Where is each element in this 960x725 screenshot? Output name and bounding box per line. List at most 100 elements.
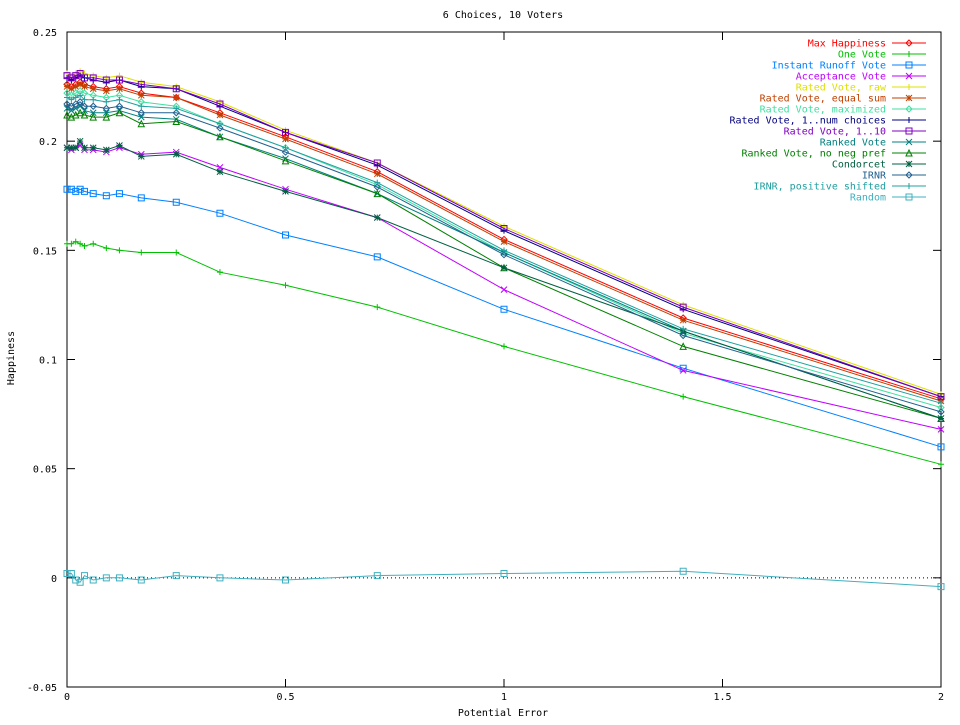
- one-vote-point: [680, 393, 687, 400]
- legend-item-rated-vote-equal-sum: Rated Vote, equal sum: [760, 94, 926, 105]
- rated-vote-equal-sum-point: [68, 85, 75, 93]
- ranked-vote-no-neg-pref-point: [80, 110, 89, 119]
- irnr-positive-shifted-point: [501, 247, 507, 254]
- legend-item-max-happiness: Max Happiness: [808, 39, 926, 50]
- irnr-point: [89, 102, 97, 110]
- series-random: [63, 567, 945, 591]
- one-vote-point: [68, 240, 75, 247]
- irnr-positive-shifted-point: [680, 325, 687, 332]
- instant-runoff-vote-point: [172, 198, 180, 206]
- legend-label: IRNR: [862, 171, 887, 182]
- series-rated-vote-1-10: [63, 69, 945, 401]
- legend-label: Ranked Vote: [820, 138, 886, 149]
- legend-rated-vote-1-10-point: [905, 127, 913, 135]
- irnr-positive-shifted-point: [72, 94, 79, 101]
- irnr-positive-shifted-point: [64, 94, 70, 101]
- random-point: [89, 576, 97, 584]
- rated-vote-equal-sum-point: [116, 85, 123, 93]
- instant-runoff-vote-point: [216, 209, 224, 217]
- legend-label: Acceptance Vote: [796, 72, 886, 83]
- y-tick-label: 0.25: [33, 28, 57, 39]
- condorcet-point: [72, 144, 80, 152]
- random-point: [67, 569, 75, 577]
- instant-runoff-vote-point: [373, 253, 381, 261]
- axes: 0 0.5 1 1.5 2 -0.05 0 0.05 0.1 0.15 0.2 0.25: [27, 28, 944, 703]
- random-point: [216, 574, 224, 582]
- random-point: [172, 572, 180, 580]
- legend-label: Rated Vote, maximized: [760, 105, 886, 116]
- y-tick-label: -0.05: [27, 683, 57, 694]
- condorcet-point: [373, 214, 381, 221]
- legend-ranked-vote-no-neg-pref-point: [905, 148, 913, 157]
- rated-vote-maximized-point: [80, 89, 89, 97]
- instant-runoff-vote-point: [80, 187, 88, 195]
- one-vote-point: [103, 245, 110, 252]
- irnr-point: [172, 109, 180, 117]
- rated-vote-equal-sum-point: [72, 83, 80, 90]
- irnr-point: [216, 124, 224, 132]
- ranked-vote-line: [66, 105, 942, 419]
- legend-item-ranked-vote-no-neg-pref: Ranked Vote, no neg pref: [742, 148, 926, 160]
- irnr-positive-shifted-point: [103, 98, 110, 105]
- condorcet-point: [63, 144, 71, 152]
- legend-label: Condorcet: [832, 160, 886, 171]
- random-point: [373, 572, 381, 580]
- one-vote-point: [216, 269, 223, 276]
- legend-rated-vote-maximized-point: [905, 105, 913, 113]
- one-vote-line: [67, 241, 942, 465]
- legend-random-point: [905, 193, 913, 201]
- irnr-point: [937, 408, 945, 416]
- rated-vote-1-10-point: [172, 85, 180, 93]
- irnr-positive-shifted-point: [173, 105, 180, 112]
- legend-item-irnr: IRNR: [862, 171, 926, 182]
- chart-title: 6 Choices, 10 Voters: [443, 10, 563, 21]
- rated-vote-1-10-point: [500, 225, 508, 232]
- y-tick-label: 0.15: [33, 246, 57, 257]
- ranked-vote-no-neg-pref-point: [373, 189, 382, 198]
- irnr-positive-shifted-point: [81, 96, 88, 103]
- rated-vote-equal-sum-point: [679, 316, 687, 324]
- legend-irnr-point: [905, 171, 913, 179]
- irnr-positive-shifted-point: [77, 92, 84, 99]
- legend-label: Rated Vote, equal sum: [760, 94, 886, 105]
- condorcet-point: [68, 144, 75, 152]
- x-tick-label: 0: [64, 692, 70, 703]
- rated-vote-equal-sum-point: [500, 238, 508, 245]
- legend-item-rated-vote-maximized: Rated Vote, maximized: [760, 105, 926, 116]
- legend-max-happiness-point: [905, 39, 913, 47]
- irnr-point: [281, 148, 290, 156]
- ranked-vote-no-neg-pref-point: [137, 119, 146, 128]
- rated-vote-1-10-line: [66, 72, 942, 398]
- y-axis-label: Happiness: [6, 331, 17, 385]
- rated-vote-1-10-point: [63, 72, 71, 80]
- legend-item-acceptance-vote: Acceptance Vote: [796, 72, 926, 83]
- random-line: [67, 570, 942, 588]
- condorcet-point: [282, 188, 289, 195]
- legend-item-rated-vote-1-num-choices: Rated Vote, 1..num choices: [729, 116, 926, 127]
- ranked-vote-no-neg-pref-point: [76, 108, 84, 117]
- irnr-positive-shifted-point: [138, 103, 145, 110]
- rated-vote-1-10-point: [137, 80, 145, 88]
- one-vote-point: [173, 249, 180, 256]
- condorcet-point: [937, 415, 945, 422]
- ranked-vote-point: [137, 113, 145, 121]
- irnr-positive-shifted-line: [66, 94, 942, 404]
- ranked-vote-point: [102, 109, 110, 117]
- one-vote-point: [138, 249, 145, 256]
- legend-item-ranked-vote: Ranked Vote: [820, 138, 926, 149]
- one-vote-point: [90, 240, 97, 247]
- legend-item-rated-vote-raw: Rated Vote, raw: [796, 83, 926, 94]
- irnr-point: [115, 102, 124, 110]
- ranked-vote-point: [68, 107, 75, 114]
- legend-label: Rated Vote, 1..10: [784, 127, 886, 138]
- rated-vote-equal-sum-point: [76, 81, 84, 88]
- irnr-point: [500, 250, 508, 259]
- legend-rated-vote-equal-sum-point: [905, 94, 913, 102]
- one-vote-point: [374, 304, 381, 311]
- rated-vote-1-10-point: [115, 76, 123, 84]
- y-tick-label: 0.05: [33, 465, 57, 476]
- condorcet-point: [81, 144, 88, 152]
- x-tick-label: 1: [501, 692, 507, 703]
